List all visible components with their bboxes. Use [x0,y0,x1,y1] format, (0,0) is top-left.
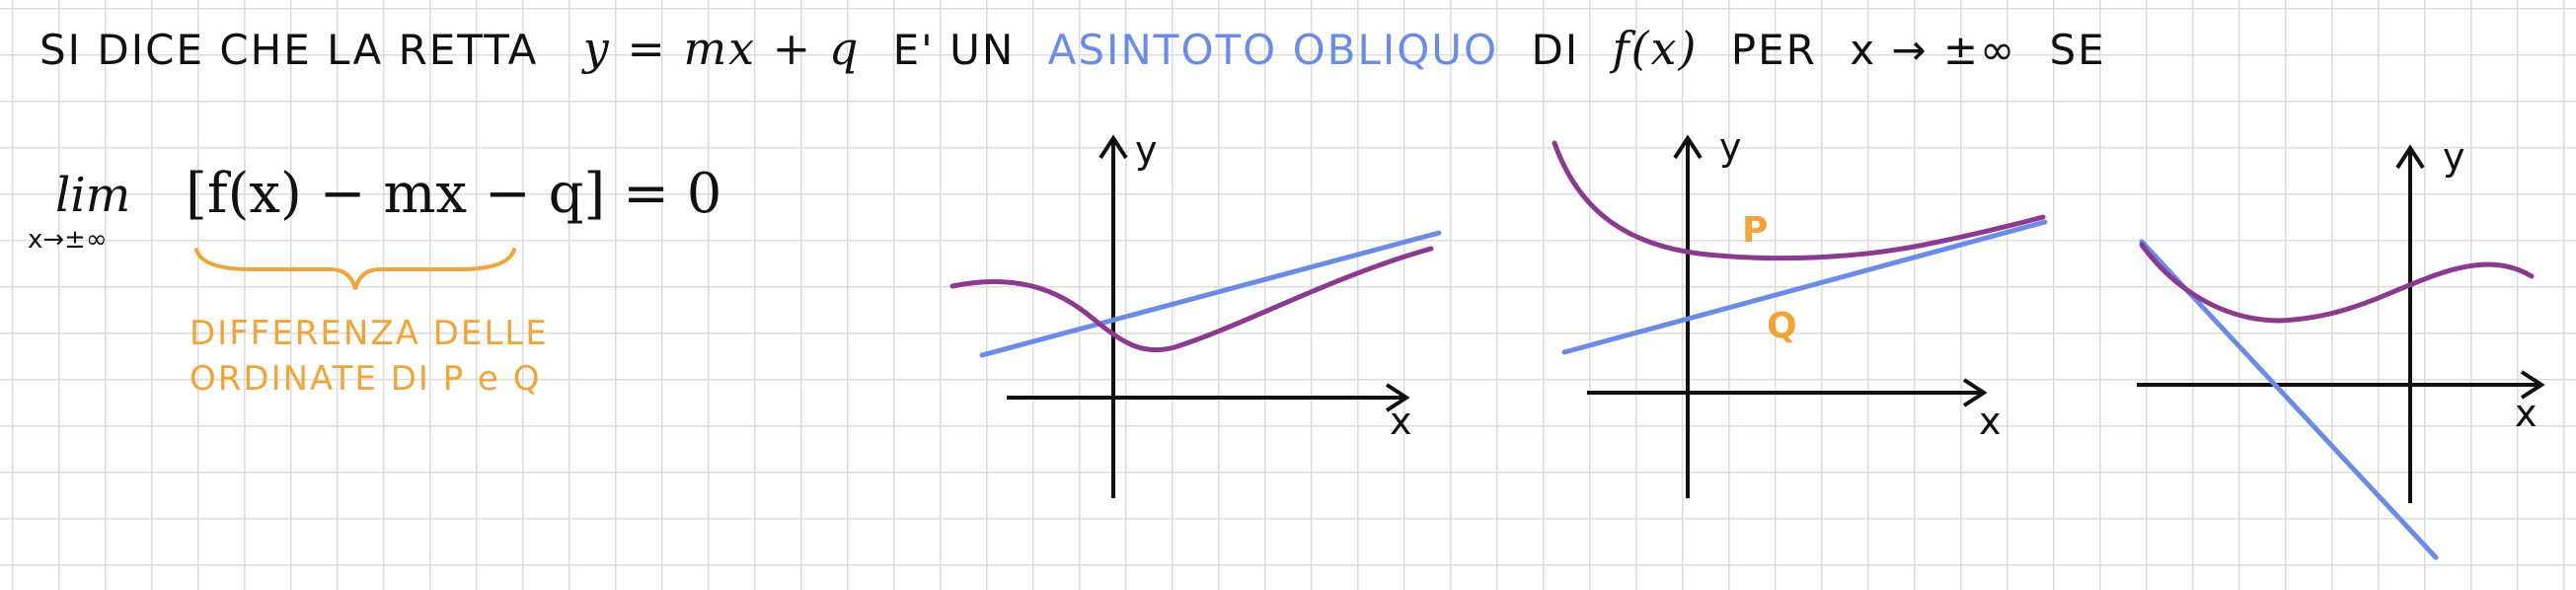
graph-1-y-label: y [1135,128,1158,172]
title-line: SI DICE CHE LA RETTA y = mx + q E' UN AS… [39,22,2106,75]
graph-3-x-arrow [2520,370,2545,400]
graph-3-x-label: x [2515,392,2538,435]
lim-expression: [f(x) − mx − q] = 0 [186,162,722,226]
graph-1-y-arrow [1099,134,1128,160]
graph-1-x-label: x [1390,400,1412,443]
graph-1-x-arrow [1385,383,1410,412]
graph-2-asymptote [1561,219,2048,355]
graph-3-y-arrow [2395,144,2425,170]
graph-2-x-label: x [1979,400,2002,443]
graph-1-curve [949,246,1434,353]
note-line-2: ORDINATE DI P e Q [189,359,542,399]
curly-brace [194,248,516,290]
graph-1-asymptote [979,230,1442,358]
of-text: DI [1531,26,1580,74]
lim-subscript: x→±∞ [28,225,108,255]
point-p-label: P [1742,210,1768,251]
graph-2-y-arrow [1673,134,1703,160]
intro-text: SI DICE CHE LA RETTA [39,26,539,74]
x-limit-text: x → ±∞ [1850,26,2017,74]
lim-word: lim [55,168,131,223]
note-line-1: DIFFERENZA DELLE [189,314,549,353]
graph-2-y-label: y [1719,125,1742,169]
point-q-label: Q [1767,306,1797,346]
function-name: f(x) [1612,22,1699,75]
verb-text: E' UN [892,26,1016,74]
line-equation: y = mx + q [582,22,861,75]
asymptote-term: ASINTOTO OBLIQUO [1047,26,1499,74]
graph-3-curve [2139,242,2535,324]
graph-2-x-arrow [1962,378,1988,407]
se-text: SE [2049,26,2106,74]
per-text: PER [1730,26,1817,74]
difference-note: DIFFERENZA DELLE ORDINATE DI P e Q [189,311,549,402]
graph-3-y-label: y [2443,135,2465,179]
graph-2-curve [1552,140,2046,261]
